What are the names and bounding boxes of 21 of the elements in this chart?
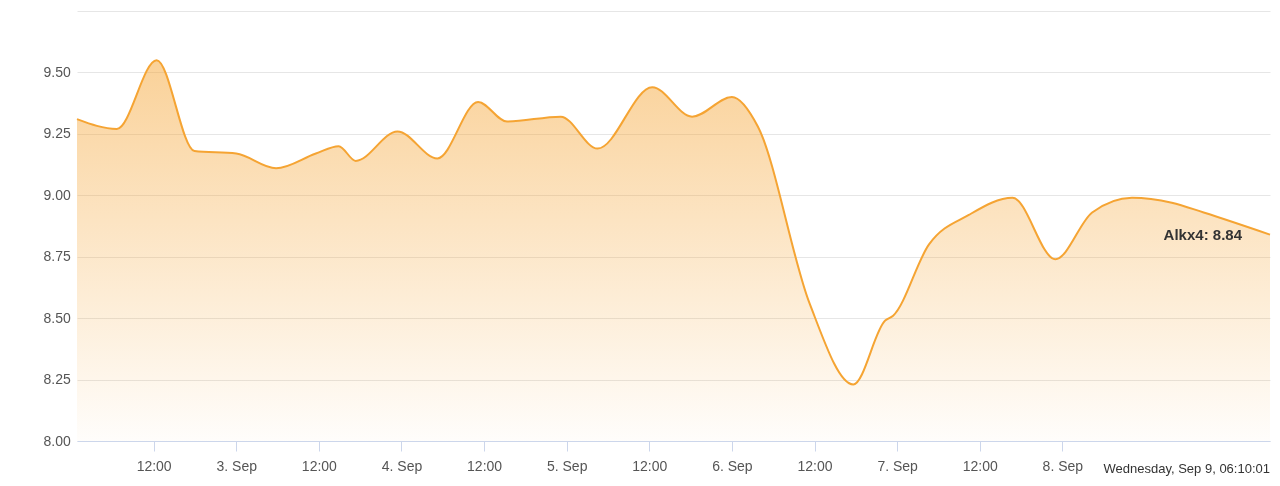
x-tick-label: 12:00 — [136, 457, 172, 474]
x-tick-label: 6. Sep — [712, 457, 753, 474]
x-tick-label: 5. Sep — [546, 457, 588, 474]
y-tick-label: 9.50 — [43, 63, 71, 80]
x-tick-label: 8. Sep — [1042, 457, 1084, 474]
x-tick-label: 7. Sep — [877, 457, 919, 474]
x-tick-label: 12:00 — [632, 457, 668, 474]
x-tick-label: 4. Sep — [381, 457, 423, 474]
x-tick-label: 3. Sep — [216, 457, 258, 474]
y-tick-label: 8.50 — [43, 309, 71, 326]
x-tick-label: 12:00 — [962, 457, 998, 474]
x-tick-label: 12:00 — [467, 457, 503, 474]
x-tick-label: 12:00 — [301, 457, 338, 474]
text: Wednesday, Sep 9, 06:10:01 — [1103, 461, 1270, 476]
annotation: Alkx4: 8.84 — [1163, 225, 1243, 243]
y-tick-label: 8.75 — [43, 248, 71, 265]
y-tick-label: 8.00 — [43, 432, 71, 449]
y-tick-label: 9.00 — [43, 186, 71, 203]
y-tick-label: 8.25 — [43, 371, 71, 388]
y-tick-label: 9.25 — [43, 125, 71, 142]
x-tick-label: 12:00 — [797, 457, 833, 474]
